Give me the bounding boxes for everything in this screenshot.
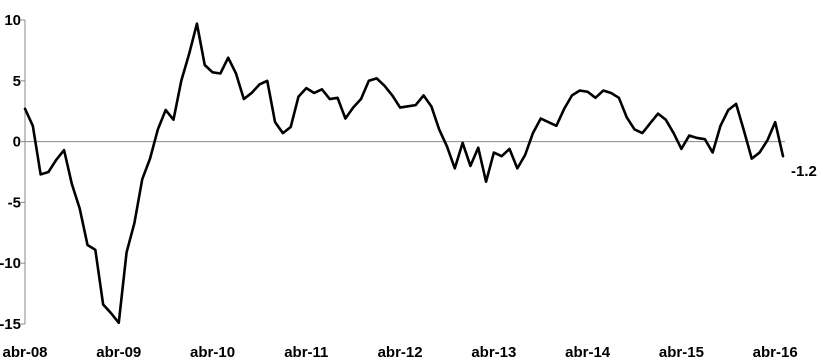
chart-axes (24, 20, 785, 324)
y-tick-label: 10 (4, 12, 21, 29)
x-tick-label: abr-16 (753, 344, 798, 361)
y-axis-tick-labels: 10 5 0 -5 -10 -15 (0, 12, 25, 333)
x-tick-label: abr-14 (565, 344, 611, 361)
y-tick-label: 0 (13, 134, 21, 151)
x-tick-label: abr-08 (2, 344, 47, 361)
y-tick-label: -10 (0, 255, 21, 272)
x-tick-label: abr-11 (284, 344, 328, 361)
x-tick-label: abr-15 (659, 344, 704, 361)
x-tick-label: abr-13 (471, 344, 516, 361)
y-tick-label: -5 (8, 194, 21, 211)
x-tick-label: abr-12 (378, 344, 423, 361)
x-axis-tick-labels: abr-08 abr-09 abr-10 abr-11 abr-12 abr-13 abr-… (2, 344, 797, 361)
end-value-label: -1.2 (791, 163, 817, 180)
x-tick-label: abr-10 (190, 344, 235, 361)
series-line (23, 22, 785, 325)
y-tick-label: -15 (0, 316, 21, 333)
x-tick-label: abr-09 (96, 344, 141, 361)
y-tick-label: 5 (13, 73, 21, 90)
